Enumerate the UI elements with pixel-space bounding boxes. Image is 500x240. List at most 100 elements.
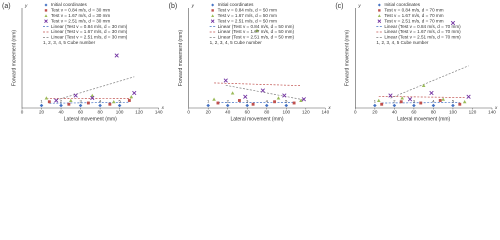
marker [301,97,306,102]
point-label: 2 [60,99,63,104]
x-axis-name: x [327,105,331,110]
marker [67,102,71,106]
marker [117,103,122,108]
marker [282,93,287,98]
marker [127,99,131,102]
legend-label: 1, 2, 3, 4, 5 Cube number [376,40,429,45]
marker [255,28,259,32]
x-tick-label: 20 [39,110,45,115]
marker [373,103,377,108]
legend-label: Test v = 0.84 m/s, d = 70 mm [384,8,443,13]
x-tick-label: 40 [225,110,231,115]
x-tick-label: 120 [135,110,143,115]
x-tick-label: 140 [488,110,496,115]
marker [98,103,102,108]
x-tick-label: 60 [411,110,417,115]
x-axis-name: x [161,105,165,110]
legend-label: Linear (Test v = 0.84 m/s, d = 30 mm) [51,24,128,29]
legend-label: Initial coordinates [218,2,254,7]
legend-marker [44,9,48,12]
point-label: 3 [79,99,82,104]
legend-marker [377,3,381,7]
marker [69,98,73,102]
y-axis-name: y [24,3,28,8]
marker [206,103,210,108]
panel-label: (a) [2,3,11,10]
x-tick-label: 120 [302,110,310,115]
y-axis-label: Forward movement (mm) [11,30,17,86]
legend-label: 1, 2, 3, 4, 5 Cube number [43,40,96,45]
panel: (b) x y 0 20 40 60 80 100 120 140 Lateral movement … [169,2,332,122]
legend-marker [377,14,381,17]
marker [90,93,95,97]
y-axis-label: Forward movement (mm) [345,30,351,86]
legend-label: Test v = 0.84 m/s, d = 50 mm [218,8,277,13]
marker [421,83,426,87]
marker [111,99,116,104]
legend-label: Linear (Test v = 1.67 m/s, d = 70 mm) [384,29,461,34]
trend-line [225,84,304,101]
marker [90,95,95,101]
marker [273,100,277,104]
x-tick-label: 0 [354,110,357,115]
x-tick-label: 60 [245,110,251,115]
point-label: 2 [227,99,230,104]
x-tick-label: 100 [449,110,457,115]
x-tick-label: 100 [116,110,124,115]
marker [400,96,404,100]
marker [399,100,403,104]
marker [129,94,134,99]
marker [59,103,63,108]
marker [450,20,456,26]
legend-marker [44,19,48,24]
point-label: 5 [119,99,122,104]
marker [380,102,384,106]
legend-label: Linear (Test v = 1.67 m/s, d = 30 mm) [51,29,128,34]
legend-label: Linear (Test v = 0.84 m/s, d = 70 mm) [384,24,461,29]
y-axis-label: Forward movement (mm) [178,30,184,86]
marker [54,98,59,103]
marker [284,103,289,108]
point-label: 1 [207,99,210,104]
point-label: 5 [452,99,455,104]
panel-label: (c) [335,3,343,10]
marker [412,103,416,108]
marker [245,103,250,108]
legend-label: 1, 2, 3, 4, 5 Cube number [210,40,263,45]
point-label: 4 [266,99,269,104]
marker [225,103,230,108]
marker [392,103,397,108]
marker [466,94,471,99]
marker [78,103,83,108]
legend-label: Linear (Test v = 2.51 m/s, d = 30 mm) [51,35,128,40]
legend-marker [210,19,215,24]
point-label: 3 [413,99,416,104]
marker [419,101,423,105]
marker [243,94,248,99]
legend-marker [211,3,215,7]
marker [212,97,216,101]
legend-label: Test v = 1.67 m/s, d = 50 mm [218,13,277,18]
legend-label: Test v = 2.51 m/s, d = 30 mm [51,18,110,23]
legend-label: Linear (Test v = 0.84 m/s, d = 50 mm) [218,24,295,29]
marker [132,90,137,96]
marker [108,102,112,106]
marker [431,103,436,108]
x-tick-label: 120 [469,110,477,115]
marker [451,103,455,108]
marker [237,99,241,102]
x-tick-label: 140 [321,110,329,115]
legend-label: Linear (Test v = 2.51 m/s, d = 70 mm) [384,35,461,40]
point-label: 4 [99,99,102,104]
x-tick-label: 20 [206,110,212,115]
x-axis-name: x [494,105,498,110]
legend-label: Initial coordinates [384,2,420,7]
point-label: 1 [40,99,43,104]
point-label: 5 [285,99,288,104]
marker [438,99,442,102]
panel-label: (b) [169,3,178,10]
legend-marker [211,14,215,17]
point-label: 2 [393,99,396,104]
marker [299,98,303,102]
